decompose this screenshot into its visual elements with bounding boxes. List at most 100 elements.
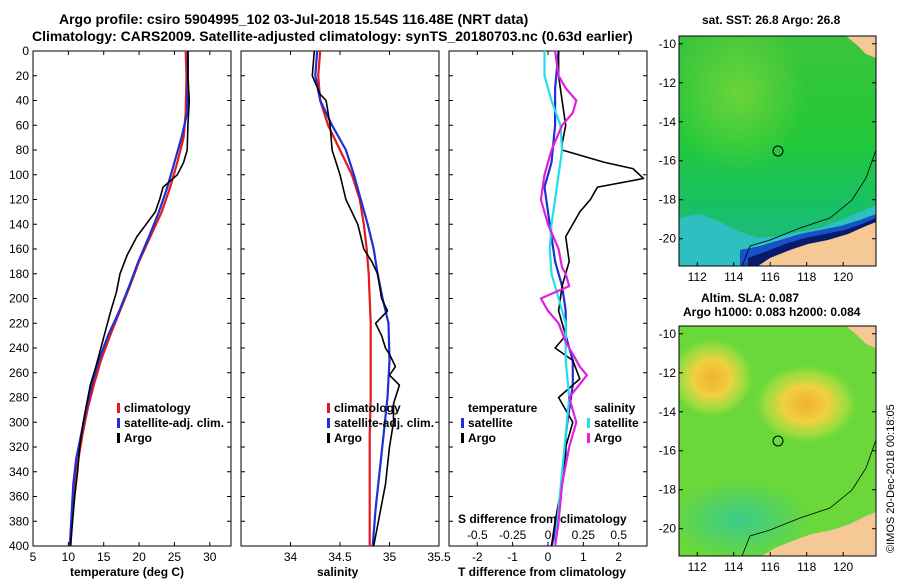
map-x-tick-label: 114 (724, 560, 743, 574)
y-tick-label: 400 (9, 539, 29, 553)
x-tick-label: 15 (97, 550, 111, 564)
legend-label-satellite: satellite-adj. clim. (124, 416, 224, 430)
y-tick-label: 260 (9, 366, 29, 380)
y-tick-label: 240 (9, 341, 29, 355)
y-tick-label: 0 (22, 44, 29, 58)
sst-map (679, 36, 876, 266)
x-tick-label: 1 (580, 550, 587, 564)
title-line-2: Climatology: CARS2009. Satellite-adjuste… (32, 28, 633, 44)
y-tick-label: 180 (9, 267, 29, 281)
map-x-tick-label: 114 (724, 270, 743, 284)
sst-map-title: sat. SST: 26.8 Argo: 26.8 (702, 13, 841, 27)
sla-high-west (679, 338, 754, 418)
series-line-salinity-argo (539, 50, 589, 547)
legend-label-climatology: climatology (334, 401, 401, 415)
sla-map-axes: 112 114 116 118 120 -10 -12 -14 -16 -18 -20 (659, 327, 876, 574)
series-line-argo (69, 51, 191, 547)
y-tick-label: 340 (9, 465, 29, 479)
legend-label-sal-argo: Argo (594, 431, 622, 445)
y-tick-label: 120 (9, 193, 29, 207)
salinity-legend: climatology satellite-adj. clim. Argo (327, 401, 434, 445)
map-x-tick-label: 112 (688, 270, 707, 284)
map-y-tick-label: -20 (659, 232, 677, 246)
sst-depth-contour (741, 149, 876, 266)
plot-frame (32, 50, 232, 547)
map-x-tick-label: 118 (797, 270, 816, 284)
legend-swatch-climatology (117, 403, 120, 413)
map-y-tick-label: -12 (659, 366, 677, 380)
x-tick-label: 34.5 (328, 550, 352, 564)
y-tick-label: 140 (9, 217, 29, 231)
difference-panel: -2 -1 0 1 2 -0.5 -0.25 0 0.25 0.5 (448, 50, 648, 564)
y-tick-label: 380 (9, 514, 29, 528)
imos-credit: ©IMOS 20-Dec-2018 00:18:05 (885, 404, 897, 553)
legend-label-sal-satellite: satellite (594, 416, 639, 430)
x-tick-label: 20 (132, 550, 146, 564)
sla-low-south (679, 480, 810, 556)
map-y-tick-label: -18 (659, 193, 677, 207)
y-tick-label: 200 (9, 292, 29, 306)
map-y-tick-label: -20 (659, 522, 677, 536)
x-tick-label: -1 (507, 550, 518, 564)
map-x-tick-label: 120 (833, 270, 853, 284)
y-tick-label: 220 (9, 316, 29, 330)
x-tick-label: 34 (284, 550, 298, 564)
x-tick-label: 5 (30, 550, 37, 564)
temperature-panel: 0 20 40 60 80 100 120 140 160 180 200 220 240 260 280 3… (9, 44, 232, 564)
map-y-tick-label: -14 (659, 115, 677, 129)
y-tick-label: 80 (16, 143, 30, 157)
series-line-climatology (317, 50, 372, 546)
temperature-legend: climatology satellite-adj. clim. Argo (117, 401, 224, 445)
y-tick-label: 160 (9, 242, 29, 256)
x-tick-label: 35 (383, 550, 397, 564)
difference-legend: temperature satellite Argo salinity sate… (461, 401, 639, 445)
legend-swatch-temp-argo (461, 433, 464, 443)
map-y-tick-label: -18 (659, 483, 677, 497)
y-tick-label: 40 (16, 94, 30, 108)
sla-land-north (846, 326, 876, 348)
legend-label-satellite: satellite-adj. clim. (334, 416, 434, 430)
sst-land (758, 222, 876, 266)
map-x-tick-label: 112 (688, 560, 707, 574)
legend-label-climatology: climatology (124, 401, 191, 415)
x-tick-label: 0 (545, 550, 552, 564)
sla-map-title-line-2: Argo h1000: 0.083 h2000: 0.084 (683, 305, 861, 319)
map-x-tick-label: 120 (833, 560, 853, 574)
sla-land (762, 512, 876, 556)
s-diff-tick-label: -0.25 (499, 528, 527, 542)
y-tick-label: 280 (9, 391, 29, 405)
map-x-tick-label: 118 (797, 560, 816, 574)
x-tick-label: -2 (472, 550, 483, 564)
x-tick-label: 25 (168, 550, 182, 564)
plot-frame (240, 50, 440, 547)
x-tick-label: 35.5 (427, 550, 451, 564)
sst-argo-position-marker (772, 145, 784, 157)
s-diff-tick-label: -0.5 (467, 528, 488, 542)
t-difference-axis-label: T difference from climatology (458, 565, 626, 579)
s-diff-tick-label: 0 (545, 528, 552, 542)
x-tick-label: 30 (203, 550, 217, 564)
sst-map-frame (678, 35, 877, 267)
title-line-1: Argo profile: csiro 5904995_102 03-Jul-2… (59, 11, 528, 27)
series-line-salinity-satellite (543, 51, 571, 547)
sla-argo-position-marker (772, 435, 784, 447)
legend-label-temp-satellite: satellite (468, 416, 513, 430)
legend-swatch-argo (327, 433, 330, 443)
series-line-satellite-adj-clim- (68, 51, 189, 547)
map-y-tick-label: -10 (659, 327, 677, 341)
legend-swatch-sal-argo (587, 433, 590, 443)
map-y-tick-label: -10 (659, 37, 677, 51)
map-x-tick-label: 116 (761, 560, 780, 574)
y-tick-label: 360 (9, 490, 29, 504)
legend-swatch-satellite (327, 418, 330, 428)
legend-swatch-climatology (327, 403, 330, 413)
y-tick-label: 60 (16, 118, 30, 132)
y-tick-label: 300 (9, 415, 29, 429)
map-y-tick-label: -14 (659, 405, 677, 419)
s-diff-tick-label: 0.25 (572, 528, 596, 542)
temperature-axis-label: temperature (deg C) (70, 565, 184, 579)
s-difference-axis-label: S difference from climatology (458, 512, 627, 526)
map-y-tick-label: -12 (659, 76, 677, 90)
legend-label-argo: Argo (124, 431, 152, 445)
